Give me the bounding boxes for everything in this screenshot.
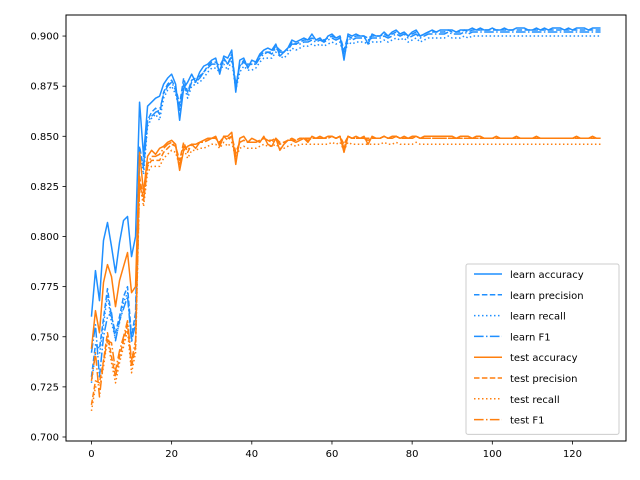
legend-label-test-recall: test recall: [510, 395, 560, 406]
y-tick-label: 0.875: [30, 82, 59, 93]
y-tick-label: 0.700: [30, 432, 59, 443]
series-line-learn-f1: [90, 31, 601, 378]
x-axis-ticks: 0 20 40 60 80 100 120: [88, 441, 582, 460]
x-tick-label: 20: [165, 449, 178, 460]
legend-label-learn-f1: learn F1: [510, 332, 551, 343]
legend: learn accuracy learn precision learn recal…: [465, 263, 620, 435]
y-tick-label: 0.825: [30, 182, 59, 193]
legend-label-learn-accuracy: learn accuracy: [510, 270, 584, 281]
y-tick-label: 0.750: [30, 332, 59, 343]
x-tick-label: 120: [563, 449, 582, 460]
x-tick-label: 80: [406, 449, 419, 460]
legend-label-test-accuracy: test accuracy: [510, 353, 578, 364]
y-tick-label: 0.775: [30, 282, 59, 293]
legend-box: [465, 263, 620, 435]
y-tick-label: 0.900: [30, 32, 59, 43]
x-tick-label: 0: [88, 449, 94, 460]
legend-label-test-f1: test F1: [510, 416, 545, 427]
plot-frame: [65, 14, 627, 442]
y-tick-label: 0.850: [30, 132, 59, 143]
x-tick-label: 40: [245, 449, 258, 460]
y-tick-label: 0.725: [30, 382, 59, 393]
series-line-test-recall: [90, 141, 601, 412]
y-tick-label: 0.800: [30, 232, 59, 243]
series-line-test-f1: [90, 135, 601, 398]
legend-label-learn-recall: learn recall: [510, 312, 566, 323]
x-tick-label: 60: [326, 449, 339, 460]
legend-label-learn-precision: learn precision: [510, 291, 584, 302]
y-axis-ticks: 0.700 0.725 0.750 0.775 0.800 0.825 0.850 0.875…: [30, 32, 66, 443]
legend-label-test-precision: test precision: [510, 374, 578, 385]
series-layer: [90, 27, 601, 412]
x-tick-label: 100: [483, 449, 502, 460]
